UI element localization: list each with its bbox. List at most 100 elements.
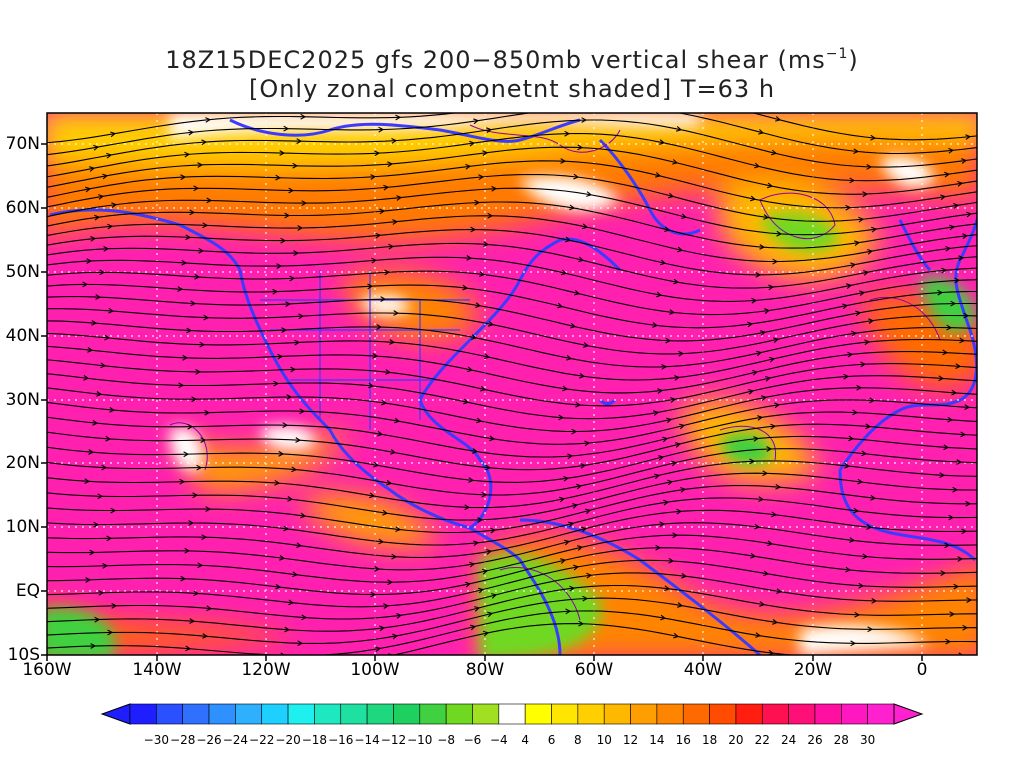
streamline-arrow [755, 272, 762, 278]
streamline-arrow [202, 633, 209, 639]
colorbar-swatch [340, 703, 368, 725]
streamline-arrow [190, 300, 197, 307]
streamline-arrow [966, 211, 973, 218]
streamline-arrow [775, 116, 782, 122]
streamline-arrow [196, 464, 203, 471]
streamline-arrow [189, 618, 196, 624]
streamline-arrow [754, 162, 761, 169]
streamline-arrow [379, 208, 386, 215]
lon-label-100w: 100W [350, 660, 400, 680]
streamline [47, 187, 977, 236]
streamline-arrow [580, 463, 587, 469]
streamline-arrow [940, 570, 947, 576]
streamline-arrow [949, 224, 956, 231]
streamline-arrow [274, 479, 281, 486]
colorbar-tick-label: −12 [380, 733, 407, 747]
streamline-arrow [283, 525, 290, 532]
streamline [47, 113, 977, 144]
streamline-arrow [476, 417, 483, 424]
colorbar-swatch [603, 703, 631, 725]
colorbar-swatch [682, 703, 710, 725]
streamline-arrow [763, 214, 770, 220]
streamline-arrow [766, 446, 773, 452]
streamline-arrow [371, 257, 378, 264]
colorbar-swatch [498, 703, 526, 725]
streamline-arrow [186, 327, 193, 334]
lat-label-10s: 10S [7, 645, 40, 665]
lon-label-160w: 160W [22, 660, 72, 680]
colorbar-tick-label: 22 [754, 733, 770, 747]
lat-label-70n: 70N [5, 134, 40, 154]
streamline-arrow [768, 284, 775, 291]
streamline-arrow [569, 585, 576, 592]
streamline-arrow [288, 187, 295, 194]
streamline-arrow [558, 414, 565, 421]
streamline-arrow [564, 539, 571, 546]
streamline-arrow [755, 632, 762, 638]
lat-label-40n: 40N [5, 326, 40, 346]
streamline-arrow [868, 318, 875, 324]
streamline-arrow [664, 585, 671, 592]
colorbar-tick-label: 8 [574, 733, 582, 747]
streamline-arrow [297, 640, 304, 647]
streamline-arrow [673, 278, 680, 285]
streamline-arrow [368, 382, 375, 389]
streamline-arrow [385, 369, 392, 375]
streamline-arrow [857, 478, 864, 485]
streamline-arrow [869, 397, 876, 404]
streamline-arrow [84, 478, 91, 484]
streamline-arrow [395, 526, 402, 533]
streamline-arrow [289, 275, 296, 282]
streamline-arrow [193, 590, 200, 597]
streamline-arrow [197, 562, 204, 569]
streamline-arrow [863, 270, 870, 276]
streamline-arrow [860, 361, 867, 368]
streamline-arrow [86, 258, 93, 264]
streamline-arrow [770, 423, 777, 430]
streamline-arrow [473, 118, 480, 125]
streamline-arrow [656, 291, 663, 298]
colorbar-tick-label: 6 [547, 733, 556, 747]
streamline-arrow [866, 164, 873, 170]
streamline-arrow [960, 431, 967, 438]
streamline-arrow [111, 202, 118, 208]
streamline-arrow [581, 526, 588, 533]
streamline-arrow [845, 204, 852, 211]
streamline-arrow [767, 540, 774, 547]
streamline-arrow [89, 549, 96, 556]
streamline-arrow [204, 409, 211, 416]
streamline-arrow [666, 417, 673, 424]
streamline [47, 460, 977, 509]
streamline-arrow [279, 555, 286, 561]
streamline [391, 623, 971, 655]
streamline-arrow [181, 259, 188, 266]
streamline-arrow [381, 399, 388, 406]
streamline-arrow [586, 191, 593, 197]
streamline-arrow [845, 566, 852, 573]
streamline-arrow [469, 140, 476, 147]
streamline-arrow [282, 422, 289, 428]
colorbar-tick-label: −30 [143, 733, 169, 747]
streamline-arrow [747, 321, 754, 328]
streamline-arrow [673, 632, 680, 639]
streamline-arrow [676, 126, 683, 132]
colorbar-swatch [814, 703, 842, 725]
streamline-arrow [853, 148, 860, 155]
shear-map [41, 112, 978, 661]
streamline-arrow [676, 508, 683, 515]
streamline-arrow [470, 226, 477, 233]
streamline-arrow [753, 436, 760, 442]
streamline-arrow [669, 309, 676, 315]
streamline-arrow [584, 508, 592, 515]
streamline-arrow [946, 324, 953, 331]
streamline-arrow [565, 608, 572, 615]
streamline-arrow [94, 616, 101, 623]
streamline-arrow [202, 222, 209, 229]
streamline-arrow [90, 235, 97, 242]
colorbar-swatch [841, 703, 868, 725]
streamline-arrow [774, 402, 781, 409]
streamline-arrow [561, 269, 568, 276]
streamline-arrow [963, 312, 970, 319]
lon-label-20w: 20W [793, 660, 833, 680]
streamline-arrow [489, 435, 496, 442]
